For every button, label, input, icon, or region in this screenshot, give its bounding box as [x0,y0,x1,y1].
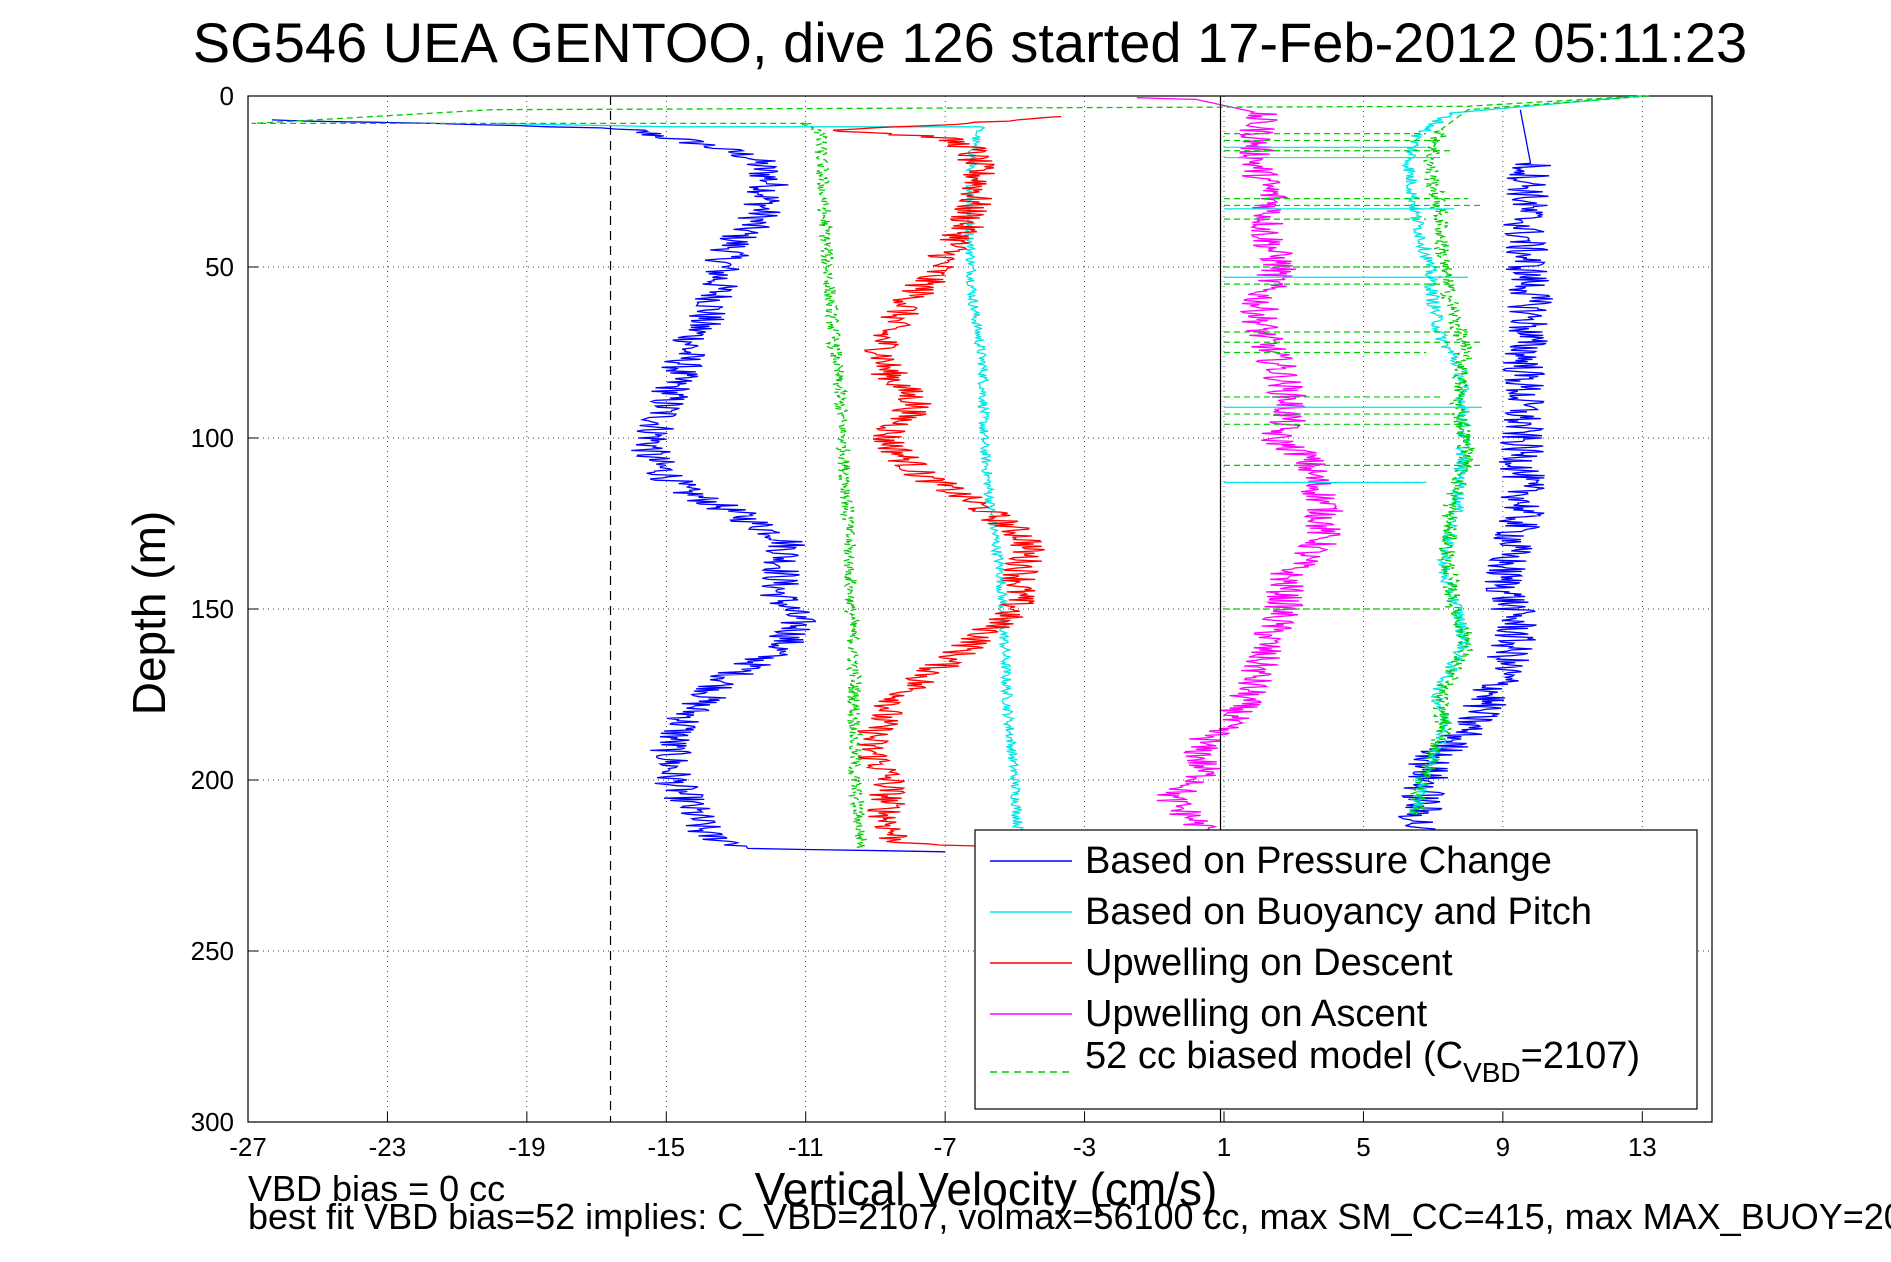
series-group [251,95,1650,853]
legend-label-2: Upwelling on Descent [1085,942,1453,984]
x-tick-labels: -27 -23 -19 -15 -11 -7 -3 1 5 9 13 [229,1132,1657,1162]
legend-label-1: Based on Buoyancy and Pitch [1085,891,1592,933]
series-line-7 [1409,95,1650,815]
footer-line-1: VBD bias = 0 cc [248,1168,506,1209]
x-tick-label-0: -27 [229,1132,267,1162]
y-tick-label-1: 50 [205,252,234,282]
legend: Based on Pressure Change Based on Buoyan… [974,829,1698,1110]
x-tick-label-4: -11 [788,1132,824,1162]
legend-label-4-main: 52 cc biased model (C [1085,1035,1463,1077]
legend-box [974,829,1698,1110]
x-tick-label-9: 9 [1496,1132,1510,1162]
legend-label-4-tail: =2107) [1521,1035,1640,1077]
x-tick-label-8: 5 [1356,1132,1370,1162]
x-tick-label-7: 1 [1217,1132,1231,1162]
x-tick-label-3: -15 [647,1132,685,1162]
y-axis-label: Depth (m) [123,511,175,715]
y-tick-label-4: 200 [191,765,234,795]
series-line-2 [832,115,1062,849]
x-tick-label-6: -3 [1073,1132,1096,1162]
series-line-0 [271,119,946,853]
series-line-5 [1398,109,1553,832]
x-tick-label-10: 13 [1628,1132,1657,1162]
x-tick-label-2: -19 [508,1132,546,1162]
legend-label-4: 52 cc biased model (CVBD=2107) [1085,1035,1640,1088]
series-line-1 [496,122,1024,832]
series-line-4 [251,95,1643,850]
legend-label-0: Based on Pressure Change [1085,840,1552,882]
footer-line-2: best fit VBD bias=52 implies: C_VBD=2107… [248,1196,1891,1237]
y-tick-label-0: 0 [220,81,234,111]
x-tick-label-1: -23 [369,1132,407,1162]
legend-label-4-sub: VBD [1463,1057,1521,1088]
legend-label-3: Upwelling on Ascent [1085,993,1428,1035]
x-tick-label-5: -7 [934,1132,957,1162]
y-tick-label-2: 100 [191,423,234,453]
y-tick-label-5: 250 [191,936,234,966]
chart-title: SG546 UEA GENTOO, dive 126 started 17-Fe… [193,11,1747,74]
y-tick-labels: 0 50 100 150 200 250 300 [191,81,234,1137]
y-tick-label-6: 300 [191,1107,234,1137]
x-axis-label: Vertical Velocity (cm/s) [755,1163,1218,1215]
y-tick-label-3: 150 [191,594,234,624]
